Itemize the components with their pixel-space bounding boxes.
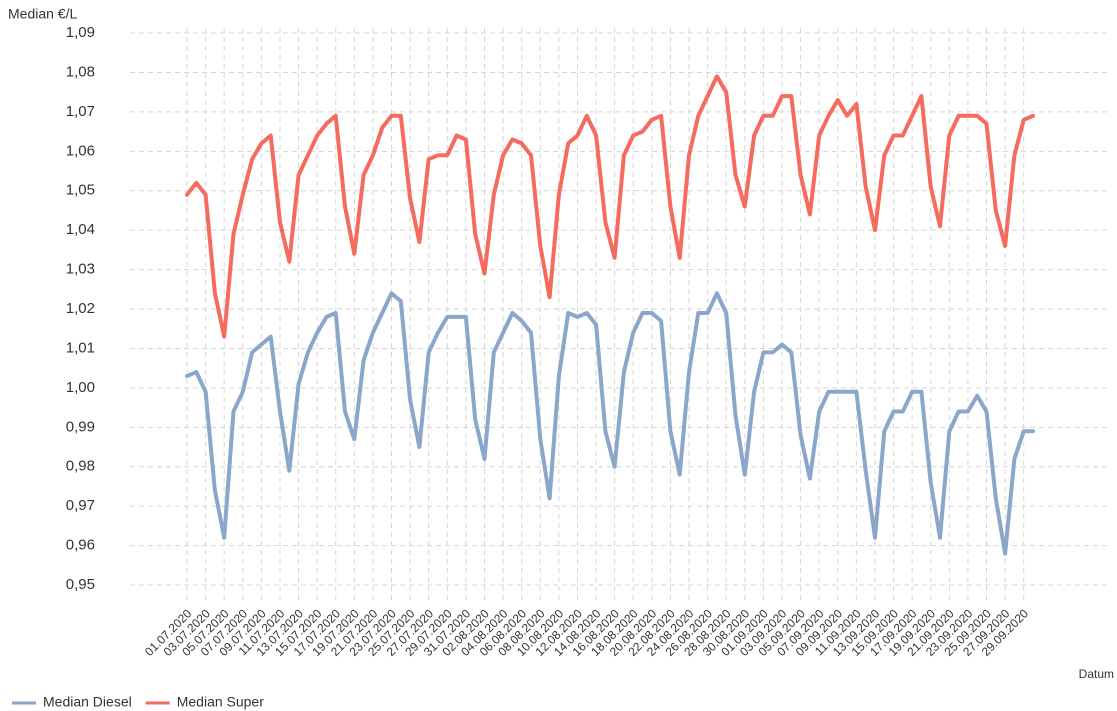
y-tick-label: 1,08: [66, 63, 95, 80]
y-tick-label: 0,98: [66, 458, 95, 475]
series-line: [185, 74, 1035, 339]
y-tick-label: 1,01: [66, 339, 95, 356]
y-tick-label: 0,96: [66, 537, 95, 554]
y-tick-label: 1,04: [66, 221, 95, 238]
y-axis-label: Median €/L: [8, 6, 77, 22]
y-tick-label: 1,02: [66, 300, 95, 317]
y-tick-label: 1,05: [66, 182, 95, 199]
y-tick-label: 1,06: [66, 142, 95, 159]
y-tick-label: 0,97: [66, 497, 95, 514]
y-tick-label: 1,00: [66, 379, 95, 396]
y-tick-label: 0,99: [66, 418, 95, 435]
y-tick-label: 1,07: [66, 103, 95, 120]
y-tick-label: 0,95: [66, 576, 95, 593]
legend-label: Median Super: [177, 694, 265, 710]
y-tick-label: 1,09: [66, 24, 95, 41]
series-line: [185, 291, 1035, 556]
y-tick-label: 1,03: [66, 261, 95, 278]
x-axis-label: Datum: [1079, 667, 1114, 681]
legend-label: Median Diesel: [43, 694, 132, 710]
